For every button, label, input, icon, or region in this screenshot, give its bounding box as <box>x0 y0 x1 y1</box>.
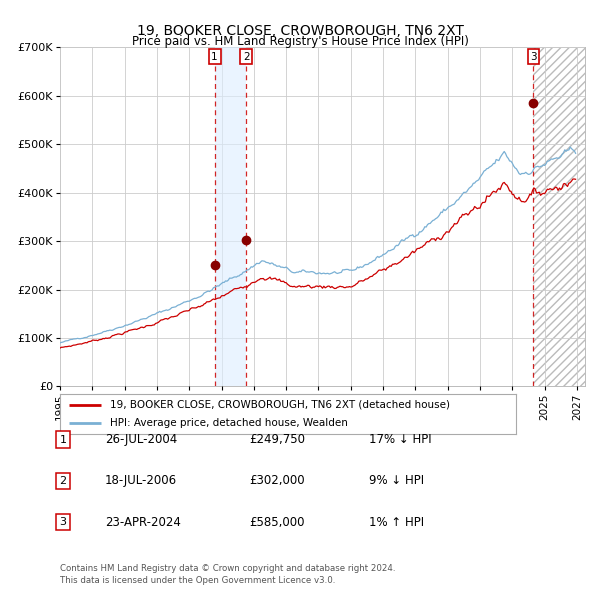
Bar <box>533 47 585 386</box>
Text: £249,750: £249,750 <box>249 433 305 446</box>
Bar <box>533 47 585 386</box>
Text: HPI: Average price, detached house, Wealden: HPI: Average price, detached house, Weal… <box>110 418 348 428</box>
Text: £302,000: £302,000 <box>249 474 305 487</box>
Text: 2: 2 <box>59 476 67 486</box>
Text: 18-JUL-2006: 18-JUL-2006 <box>105 474 177 487</box>
Text: Price paid vs. HM Land Registry's House Price Index (HPI): Price paid vs. HM Land Registry's House … <box>131 35 469 48</box>
Text: 23-APR-2024: 23-APR-2024 <box>105 516 181 529</box>
Text: 1: 1 <box>211 52 218 62</box>
Text: 9% ↓ HPI: 9% ↓ HPI <box>369 474 424 487</box>
Text: 3: 3 <box>59 517 67 527</box>
Text: £585,000: £585,000 <box>249 516 305 529</box>
Text: 19, BOOKER CLOSE, CROWBOROUGH, TN6 2XT: 19, BOOKER CLOSE, CROWBOROUGH, TN6 2XT <box>137 24 463 38</box>
Text: 2: 2 <box>243 52 250 62</box>
Text: 17% ↓ HPI: 17% ↓ HPI <box>369 433 431 446</box>
Text: 1% ↑ HPI: 1% ↑ HPI <box>369 516 424 529</box>
Text: 1: 1 <box>59 435 67 444</box>
Text: Contains HM Land Registry data © Crown copyright and database right 2024.
This d: Contains HM Land Registry data © Crown c… <box>60 565 395 585</box>
Text: 3: 3 <box>530 52 537 62</box>
Bar <box>215 47 247 386</box>
Text: 26-JUL-2004: 26-JUL-2004 <box>105 433 177 446</box>
Text: 19, BOOKER CLOSE, CROWBOROUGH, TN6 2XT (detached house): 19, BOOKER CLOSE, CROWBOROUGH, TN6 2XT (… <box>110 400 450 410</box>
